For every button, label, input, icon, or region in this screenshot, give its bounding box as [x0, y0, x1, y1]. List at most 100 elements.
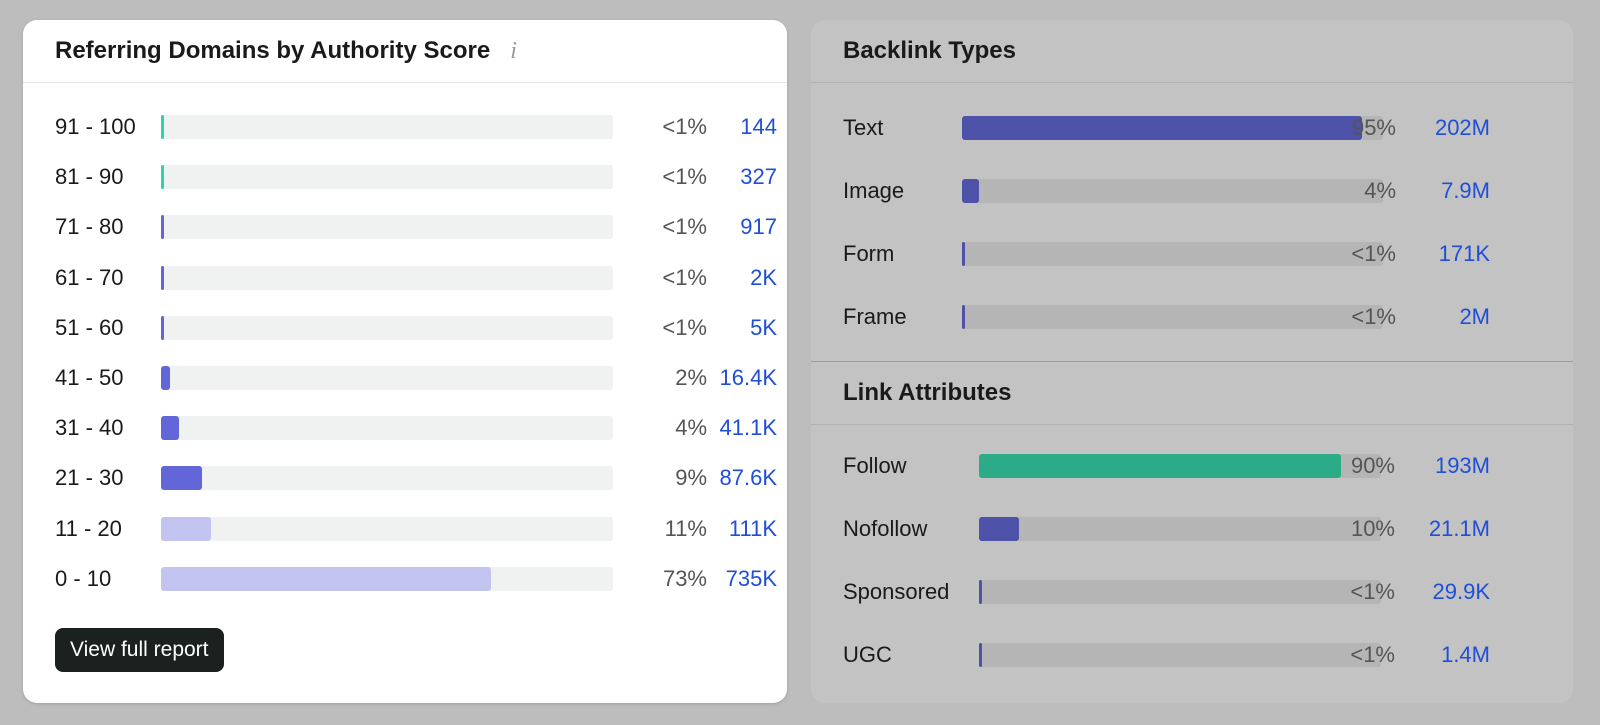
- row-percentage: 4%: [675, 415, 707, 441]
- bar-row: 21 - 30 9% 87.6K: [23, 460, 787, 496]
- row-value-link[interactable]: 193M: [1434, 453, 1490, 478]
- row-percentage: 11%: [664, 515, 707, 541]
- bar-row: Text 95% 202M: [811, 110, 1573, 146]
- row-percentage: <1%: [662, 214, 707, 240]
- bar-fill: [962, 179, 979, 203]
- bar-track: [962, 242, 1383, 266]
- row-value-link[interactable]: 917: [740, 214, 777, 240]
- row-percentage: <1%: [662, 264, 707, 290]
- bar-row: Form <1% 171K: [811, 236, 1573, 272]
- bar-row: UGC <1% 1.4M: [811, 637, 1573, 673]
- row-label: 51 - 60: [55, 314, 124, 340]
- view-full-report-button[interactable]: View full report: [55, 628, 224, 672]
- row-label: UGC: [843, 642, 892, 667]
- bar-fill: [979, 580, 982, 604]
- row-label: 61 - 70: [55, 264, 124, 290]
- bar-track: [161, 115, 613, 139]
- row-label: Nofollow: [843, 516, 928, 541]
- row-value-link[interactable]: 21.1M: [1428, 516, 1490, 541]
- bar-row: 51 - 60 <1% 5K: [23, 310, 787, 346]
- row-percentage: 90%: [1350, 453, 1395, 478]
- bar-track: [979, 454, 1381, 478]
- row-value-link[interactable]: 1.4M: [1441, 642, 1490, 667]
- bar-row: Image 4% 7.9M: [811, 173, 1573, 209]
- bar-fill: [979, 517, 1020, 541]
- row-label: 0 - 10: [55, 565, 112, 591]
- backlink-types-title: Backlink Types: [843, 37, 1016, 64]
- row-value-link[interactable]: 144: [740, 114, 777, 139]
- bar-row: Nofollow 10% 21.1M: [811, 511, 1573, 547]
- bar-track: [979, 580, 1381, 604]
- bar-row: 31 - 40 4% 41.1K: [23, 410, 787, 446]
- bar-track: [161, 315, 613, 340]
- row-value-link[interactable]: 41.1K: [719, 415, 778, 441]
- bar-track: [161, 215, 613, 240]
- row-value-link[interactable]: 2M: [1459, 304, 1490, 329]
- row-label: 91 - 100: [55, 114, 136, 139]
- bar-fill: [161, 265, 164, 290]
- bar-track: [962, 179, 1383, 203]
- row-value-link[interactable]: 29.9K: [1432, 579, 1491, 604]
- bar-track: [161, 466, 613, 491]
- bar-row: Frame <1% 2M: [811, 299, 1573, 335]
- bar-fill: [161, 516, 211, 541]
- row-value-link[interactable]: 7.9M: [1441, 178, 1490, 203]
- bar-row: 41 - 50 2% 16.4K: [23, 360, 787, 396]
- bar-row: 71 - 80 <1% 917: [23, 209, 787, 245]
- row-percentage: 4%: [1364, 178, 1396, 203]
- link-attributes-title: Link Attributes: [843, 379, 1012, 406]
- bar-row: 0 - 10 73% 735K: [23, 561, 787, 597]
- info-icon[interactable]: i: [510, 37, 517, 64]
- bar-fill: [161, 165, 164, 190]
- bar-fill: [962, 116, 1362, 140]
- bar-track: [161, 566, 613, 591]
- row-value-link[interactable]: 171K: [1438, 241, 1490, 266]
- row-percentage: <1%: [662, 314, 707, 340]
- row-percentage: <1%: [662, 164, 707, 190]
- row-percentage: <1%: [1350, 579, 1395, 604]
- bar-row: 61 - 70 <1% 2K: [23, 260, 787, 296]
- row-label: 31 - 40: [55, 415, 124, 441]
- row-percentage: 95%: [1351, 115, 1396, 140]
- bar-fill: [161, 416, 180, 441]
- row-percentage: 2%: [675, 365, 707, 390]
- referring-domains-card: Referring Domains by Authority Score i 9…: [23, 20, 787, 703]
- bar-track: [161, 366, 613, 390]
- row-percentage: <1%: [1351, 304, 1396, 329]
- row-value-link[interactable]: 16.4K: [719, 365, 778, 390]
- bar-track: [161, 416, 613, 441]
- row-value-link[interactable]: 111K: [728, 515, 777, 541]
- bar-row: 81 - 90 <1% 327: [23, 159, 787, 195]
- row-percentage: <1%: [1351, 241, 1396, 266]
- row-value-link[interactable]: 735K: [725, 565, 777, 591]
- section-divider: [811, 361, 1573, 362]
- row-label: Image: [843, 178, 905, 203]
- row-label: Form: [843, 241, 895, 266]
- row-percentage: 10%: [1350, 516, 1395, 541]
- row-percentage: <1%: [662, 114, 707, 139]
- row-label: Sponsored: [843, 579, 950, 604]
- row-percentage: <1%: [1350, 642, 1395, 667]
- row-label: 21 - 30: [55, 465, 124, 491]
- bar-track: [161, 516, 613, 541]
- row-value-link[interactable]: 202M: [1434, 115, 1490, 140]
- bar-track: [161, 265, 613, 290]
- backlinks-card: Backlink Types Text 95% 202M Image 4% 7.9M For…: [811, 20, 1573, 703]
- bar-track: [161, 165, 613, 190]
- bar-track: [979, 517, 1381, 541]
- bar-fill: [161, 115, 164, 139]
- row-value-link[interactable]: 327: [740, 164, 777, 190]
- row-value-link[interactable]: 2K: [750, 264, 777, 290]
- row-label: 71 - 80: [55, 214, 124, 240]
- row-label: Text: [843, 115, 884, 140]
- row-value-link[interactable]: 5K: [750, 314, 777, 340]
- backlink-types-header: Backlink Types: [811, 20, 1573, 83]
- row-value-link[interactable]: 87.6K: [719, 465, 778, 491]
- row-label: 81 - 90: [55, 164, 124, 190]
- bar-fill: [161, 315, 164, 340]
- bar-row: 11 - 20 11% 111K: [23, 511, 787, 547]
- bar-fill: [979, 454, 1341, 478]
- card-title: Referring Domains by Authority Score: [55, 37, 491, 64]
- link-attributes-header: Link Attributes: [811, 362, 1573, 425]
- row-label: 11 - 20: [55, 515, 122, 541]
